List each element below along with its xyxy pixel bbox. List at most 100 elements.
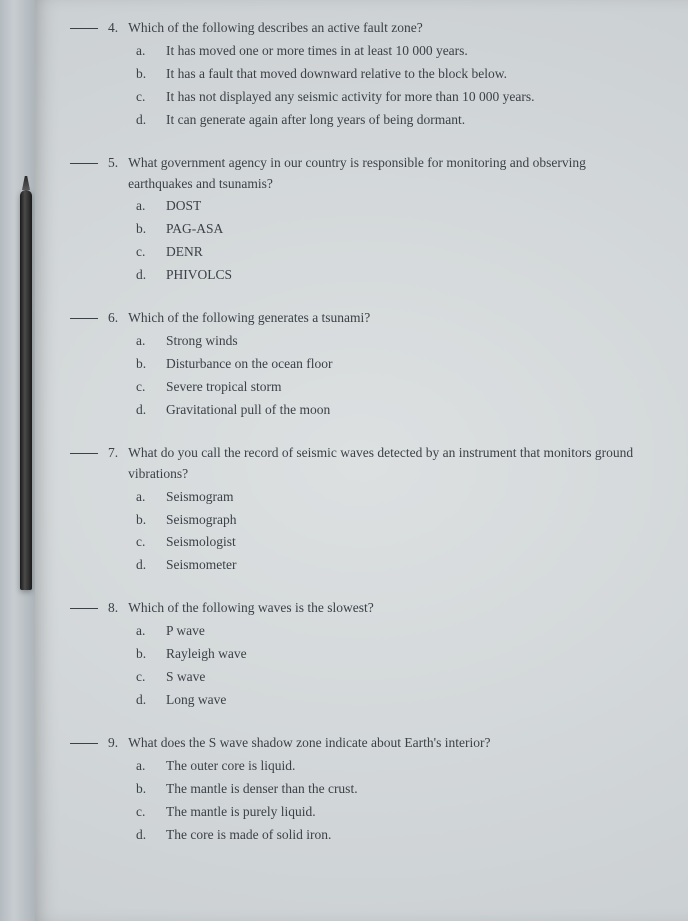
option-letter: d. bbox=[136, 110, 152, 131]
option-text: Seismogram bbox=[166, 487, 234, 508]
option-text: S wave bbox=[166, 667, 205, 688]
option-letter: b. bbox=[136, 510, 152, 531]
question-number: 9. bbox=[108, 733, 118, 754]
option-letter: a. bbox=[136, 487, 152, 508]
option-letter: a. bbox=[136, 756, 152, 777]
option-c: c. It has not displayed any seismic activ… bbox=[136, 87, 648, 108]
option-c: c. S wave bbox=[136, 667, 648, 688]
option-text: PHIVOLCS bbox=[166, 265, 232, 286]
option-letter: b. bbox=[136, 219, 152, 240]
option-b: b.Disturbance on the ocean floor bbox=[136, 354, 648, 375]
option-letter: d. bbox=[136, 265, 152, 286]
option-d: d. Long wave bbox=[136, 690, 648, 711]
option-b: b. The mantle is denser than the crust. bbox=[136, 779, 648, 800]
question-number: 5. bbox=[108, 153, 118, 174]
option-a: a. P wave bbox=[136, 621, 648, 642]
option-letter: b. bbox=[136, 644, 152, 665]
option-text: Seismologist bbox=[166, 532, 236, 553]
option-text: Severe tropical storm bbox=[166, 377, 281, 398]
options-list: a. Seismogram b.Seismograph c. Seismologis… bbox=[136, 487, 648, 577]
option-d: d. The core is made of solid iron. bbox=[136, 825, 648, 846]
option-letter: a. bbox=[136, 621, 152, 642]
option-a: a. Seismogram bbox=[136, 487, 648, 508]
option-a: a. DOST bbox=[136, 196, 648, 217]
options-list: a. Strong winds b.Disturbance on the ocea… bbox=[136, 331, 648, 421]
options-list: a. The outer core is liquid. b. The mantle… bbox=[136, 756, 648, 846]
question-number: 6. bbox=[108, 308, 118, 329]
option-text: Seismometer bbox=[166, 555, 237, 576]
option-letter: c. bbox=[136, 87, 152, 108]
option-text: It has a fault that moved downward relat… bbox=[166, 64, 507, 85]
answer-blank[interactable] bbox=[70, 28, 98, 29]
option-b: b. PAG-ASA bbox=[136, 219, 648, 240]
answer-blank[interactable] bbox=[70, 453, 98, 454]
option-letter: b. bbox=[136, 779, 152, 800]
option-text: Disturbance on the ocean floor bbox=[166, 354, 332, 375]
option-letter: d. bbox=[136, 400, 152, 421]
answer-blank[interactable] bbox=[70, 743, 98, 744]
option-letter: a. bbox=[136, 196, 152, 217]
options-list: a. DOST b. PAG-ASA c. DENR d. PHIVOLCS bbox=[136, 196, 648, 286]
options-list: a. It has moved one or more times in at l… bbox=[136, 41, 648, 131]
option-text: It can generate again after long years o… bbox=[166, 110, 465, 131]
option-d: d. Gravitational pull of the moon bbox=[136, 400, 648, 421]
option-b: b.Seismograph bbox=[136, 510, 648, 531]
question-6: 6. Which of the following generates a ts… bbox=[70, 308, 648, 421]
option-a: a. Strong winds bbox=[136, 331, 648, 352]
option-letter: c. bbox=[136, 532, 152, 553]
question-5: 5. What government agency in our country… bbox=[70, 153, 648, 287]
question-stem: What government agency in our country is… bbox=[128, 153, 648, 195]
question-4: 4. Which of the following describes an a… bbox=[70, 18, 648, 131]
option-text: It has not displayed any seismic activit… bbox=[166, 87, 535, 108]
option-a: a. It has moved one or more times in at l… bbox=[136, 41, 648, 62]
option-letter: a. bbox=[136, 41, 152, 62]
question-stem: Which of the following waves is the slow… bbox=[128, 598, 648, 619]
worksheet-page: 4. Which of the following describes an a… bbox=[35, 0, 688, 921]
question-stem: What does the S wave shadow zone indicat… bbox=[128, 733, 648, 754]
question-number: 4. bbox=[108, 18, 118, 39]
option-letter: d. bbox=[136, 825, 152, 846]
question-8: 8. Which of the following waves is the s… bbox=[70, 598, 648, 711]
option-letter: d. bbox=[136, 555, 152, 576]
option-text: Long wave bbox=[166, 690, 226, 711]
options-list: a. P wave b. Rayleigh wave c. S wave d. Long… bbox=[136, 621, 648, 711]
question-stem: What do you call the record of seismic w… bbox=[128, 443, 648, 485]
option-text: PAG-ASA bbox=[166, 219, 223, 240]
option-c: c. DENR bbox=[136, 242, 648, 263]
option-b: b. Rayleigh wave bbox=[136, 644, 648, 665]
option-letter: c. bbox=[136, 242, 152, 263]
option-text: The core is made of solid iron. bbox=[166, 825, 331, 846]
option-b: b. It has a fault that moved downward rel… bbox=[136, 64, 648, 85]
option-a: a. The outer core is liquid. bbox=[136, 756, 648, 777]
option-letter: d. bbox=[136, 690, 152, 711]
option-letter: a. bbox=[136, 331, 152, 352]
answer-blank[interactable] bbox=[70, 163, 98, 164]
question-7: 7. What do you call the record of seismi… bbox=[70, 443, 648, 577]
option-letter: b. bbox=[136, 64, 152, 85]
question-stem: Which of the following generates a tsuna… bbox=[128, 308, 648, 329]
answer-blank[interactable] bbox=[70, 608, 98, 609]
answer-blank[interactable] bbox=[70, 318, 98, 319]
option-c: c. Seismologist bbox=[136, 532, 648, 553]
pen-icon bbox=[20, 190, 32, 590]
option-d: d. Seismometer bbox=[136, 555, 648, 576]
option-letter: c. bbox=[136, 667, 152, 688]
option-text: It has moved one or more times in at lea… bbox=[166, 41, 468, 62]
option-text: Rayleigh wave bbox=[166, 644, 247, 665]
option-letter: c. bbox=[136, 377, 152, 398]
option-text: Gravitational pull of the moon bbox=[166, 400, 330, 421]
option-letter: c. bbox=[136, 802, 152, 823]
option-c: c. Severe tropical storm bbox=[136, 377, 648, 398]
option-d: d. It can generate again after long years… bbox=[136, 110, 648, 131]
question-9: 9. What does the S wave shadow zone indi… bbox=[70, 733, 648, 846]
option-text: The mantle is denser than the crust. bbox=[166, 779, 358, 800]
option-text: The outer core is liquid. bbox=[166, 756, 295, 777]
question-stem: Which of the following describes an acti… bbox=[128, 18, 648, 39]
option-text: P wave bbox=[166, 621, 205, 642]
option-c: c. The mantle is purely liquid. bbox=[136, 802, 648, 823]
option-d: d. PHIVOLCS bbox=[136, 265, 648, 286]
option-text: The mantle is purely liquid. bbox=[166, 802, 316, 823]
option-text: DENR bbox=[166, 242, 203, 263]
option-text: DOST bbox=[166, 196, 201, 217]
option-text: Strong winds bbox=[166, 331, 238, 352]
